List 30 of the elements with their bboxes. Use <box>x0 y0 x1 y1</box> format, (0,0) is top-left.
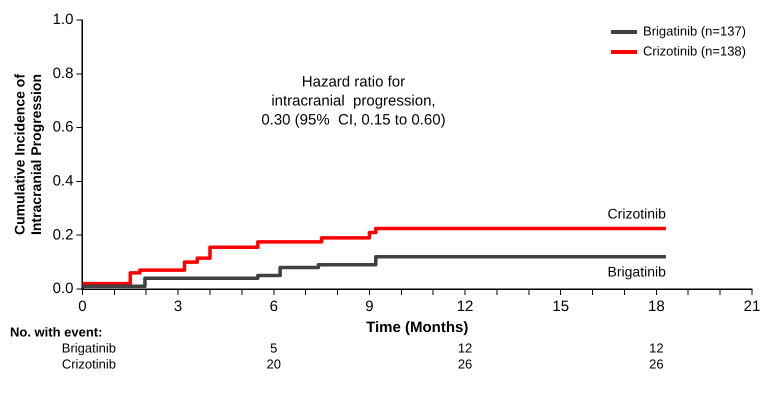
x-tick-label: 21 <box>744 298 760 316</box>
legend-label: Crizotinib (n=138) <box>643 44 746 59</box>
y-tick-label: 0.0 <box>52 280 74 298</box>
annotation: Hazard ratio for intracranial progression, 0.30 (95% CI, 0.15 to 0.60) <box>261 73 446 128</box>
text: 20 <box>266 356 281 372</box>
text: 12 <box>458 340 472 356</box>
text: 12 <box>649 340 664 356</box>
text: 26 <box>649 356 664 372</box>
legend-label: Brigatinib (n=137) <box>643 24 746 39</box>
x-tick-label: 6 <box>270 298 278 316</box>
annotation: Crizotinib <box>608 205 666 222</box>
x-tick-label: 3 <box>174 298 182 316</box>
annotation: Brigatinib <box>608 264 666 280</box>
y-tick-label: 0.4 <box>52 172 74 190</box>
text: Crizotinib <box>62 356 116 372</box>
y-tick-label: 0.6 <box>52 118 74 136</box>
x-tick-label: 12 <box>456 298 474 316</box>
text: Brigatinib <box>62 340 116 356</box>
text: No. with event: <box>10 324 102 340</box>
y-tick-label: 1.0 <box>52 11 74 28</box>
y-tick-label: 0.2 <box>52 226 74 244</box>
text: 26 <box>458 356 472 372</box>
x-tick-label: 15 <box>552 298 570 316</box>
text: 5 <box>270 340 278 356</box>
x-tick-label: 9 <box>365 298 374 316</box>
y-axis-title: Cumulative Incidence of Intracranial Progression <box>11 74 44 236</box>
x-axis-title: Time (Months) <box>366 319 468 336</box>
y-tick-label: 0.8 <box>52 64 74 82</box>
x-tick-label: 0 <box>78 298 87 316</box>
x-tick-label: 18 <box>648 298 665 316</box>
